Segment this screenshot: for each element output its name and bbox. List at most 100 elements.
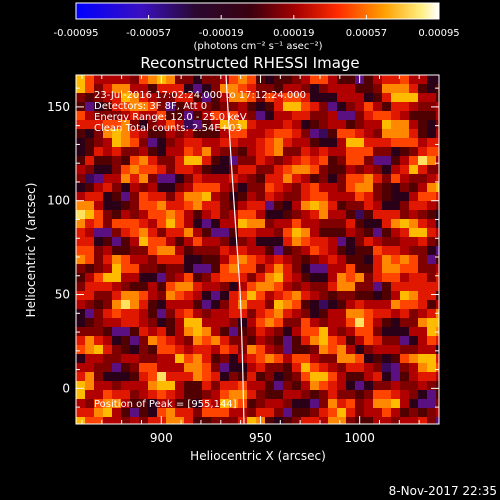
image-pixel (427, 93, 436, 102)
image-pixel (328, 408, 337, 417)
image-pixel (112, 354, 121, 363)
image-pixel (274, 273, 283, 282)
image-pixel (94, 93, 103, 102)
y-tick-label: 100 (47, 194, 70, 208)
image-pixel (229, 147, 238, 156)
image-pixel (283, 372, 292, 381)
image-pixel (364, 264, 373, 273)
image-pixel (85, 120, 94, 129)
image-pixel (373, 291, 382, 300)
image-pixel (175, 120, 184, 129)
image-pixel (373, 120, 382, 129)
image-pixel (76, 138, 85, 147)
image-pixel (391, 300, 400, 309)
image-pixel (103, 156, 112, 165)
image-pixel (184, 183, 193, 192)
image-pixel (193, 120, 202, 129)
image-pixel (103, 336, 112, 345)
image-pixel (184, 336, 193, 345)
image-pixel (328, 120, 337, 129)
image-pixel (238, 165, 247, 174)
image-pixel (283, 318, 292, 327)
image-pixel (328, 84, 337, 93)
image-pixel (337, 75, 346, 84)
image-pixel (292, 111, 301, 120)
image-pixel (346, 174, 355, 183)
image-pixel (337, 174, 346, 183)
image-pixel (301, 345, 310, 354)
image-pixel (400, 201, 409, 210)
image-pixel (265, 300, 274, 309)
image-pixel (238, 111, 247, 120)
image-pixel (175, 93, 184, 102)
image-pixel (175, 381, 184, 390)
image-pixel (184, 210, 193, 219)
image-pixel (310, 201, 319, 210)
image-pixel (373, 192, 382, 201)
image-pixel (400, 363, 409, 372)
image-pixel (229, 300, 238, 309)
image-pixel (355, 120, 364, 129)
image-pixel (319, 192, 328, 201)
plot-frame (75, 74, 440, 425)
image-pixel (382, 417, 391, 424)
image-pixel (364, 273, 373, 282)
image-pixel (301, 219, 310, 228)
image-pixel (103, 219, 112, 228)
image-pixel (238, 336, 247, 345)
image-pixel (409, 147, 418, 156)
image-pixel (337, 201, 346, 210)
image-pixel (211, 183, 220, 192)
image-pixel (319, 138, 328, 147)
image-pixel (184, 309, 193, 318)
image-pixel (427, 309, 436, 318)
colorbar-tick-label: -0.00057 (126, 28, 171, 39)
image-pixel (436, 264, 439, 273)
image-pixel (85, 183, 94, 192)
image-pixel (364, 192, 373, 201)
image-pixel (202, 165, 211, 174)
image-pixel (76, 417, 85, 424)
image-pixel (211, 363, 220, 372)
image-pixel (193, 75, 202, 84)
image-pixel (418, 210, 427, 219)
image-pixel (202, 156, 211, 165)
image-pixel (355, 111, 364, 120)
image-pixel (76, 336, 85, 345)
image-pixel (265, 381, 274, 390)
image-pixel (202, 363, 211, 372)
image-pixel (103, 255, 112, 264)
image-pixel (94, 291, 103, 300)
image-pixel (418, 120, 427, 129)
image-pixel (355, 282, 364, 291)
image-pixel (391, 129, 400, 138)
image-pixel (103, 210, 112, 219)
image-pixel (184, 111, 193, 120)
image-pixel (355, 327, 364, 336)
image-pixel (229, 255, 238, 264)
image-pixel (211, 327, 220, 336)
image-pixel (310, 309, 319, 318)
image-pixel (211, 282, 220, 291)
image-pixel (292, 201, 301, 210)
image-pixel (391, 147, 400, 156)
image-pixel (139, 246, 148, 255)
image-pixel (265, 129, 274, 138)
image-pixel (238, 192, 247, 201)
image-pixel (148, 345, 157, 354)
image-pixel (229, 84, 238, 93)
image-pixel (346, 84, 355, 93)
image-pixel (427, 75, 436, 84)
image-pixel (256, 174, 265, 183)
image-pixel (391, 309, 400, 318)
image-pixel (427, 237, 436, 246)
image-pixel (427, 381, 436, 390)
image-pixel (184, 381, 193, 390)
image-pixel (409, 228, 418, 237)
image-pixel (121, 84, 130, 93)
image-pixel (175, 237, 184, 246)
image-pixel (94, 363, 103, 372)
image-pixel (364, 408, 373, 417)
image-pixel (328, 138, 337, 147)
image-pixel (139, 111, 148, 120)
